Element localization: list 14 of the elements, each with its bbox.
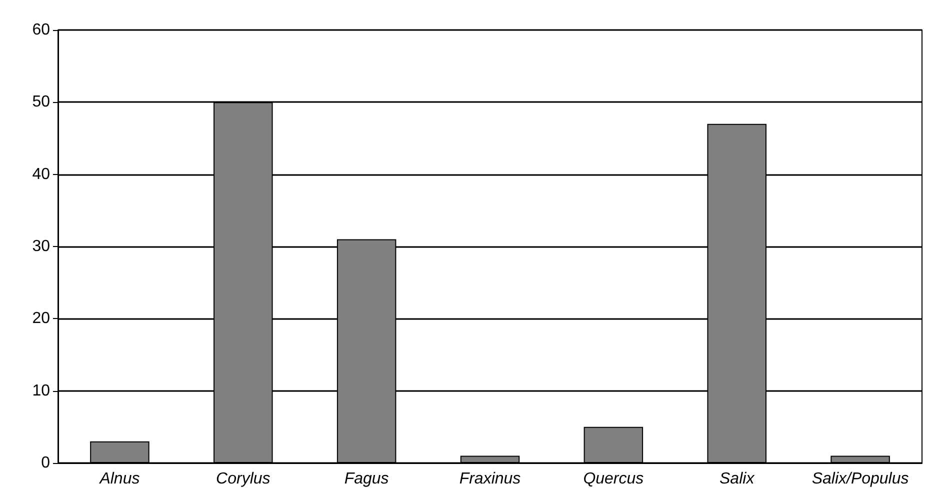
x-tick-label: Fagus [344, 470, 389, 488]
y-tick-label: 40 [32, 166, 50, 183]
y-tick-label: 30 [32, 238, 50, 255]
x-tick-label: Salix [720, 470, 756, 488]
x-tick-label: Fraxinus [459, 470, 521, 488]
y-tick-label: 0 [41, 454, 50, 472]
x-tick-label: Salix/Populus [812, 470, 909, 488]
x-tick-label: Alnus [98, 470, 140, 488]
y-tick-label: 20 [32, 310, 50, 328]
y-tick-label: 60 [32, 22, 50, 38]
x-tick-label: Quercus [583, 470, 644, 488]
x-tick-label: Corylus [216, 470, 270, 488]
y-tick-label: 50 [32, 94, 50, 111]
y-tick-label: 10 [32, 382, 50, 400]
